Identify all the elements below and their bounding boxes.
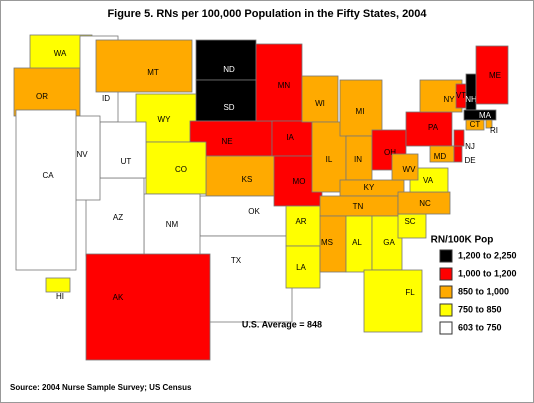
state-shape xyxy=(15,109,77,271)
state-label: UT xyxy=(121,157,132,166)
state-label: IL xyxy=(326,155,333,164)
state-label: PA xyxy=(428,123,439,132)
state-label: NM xyxy=(166,220,179,229)
state-shape xyxy=(345,215,373,273)
state-label: NC xyxy=(419,199,431,208)
state-label: AK xyxy=(113,293,124,302)
state-label: ME xyxy=(489,71,501,80)
title: Figure 5. RNs per 100,000 Population in … xyxy=(107,8,427,20)
legend-swatch xyxy=(439,267,453,281)
state-label: NV xyxy=(76,150,88,159)
state-shape xyxy=(339,79,383,137)
state-label: MI xyxy=(356,107,365,116)
state-shape xyxy=(453,129,465,147)
state-label: RI xyxy=(490,126,498,135)
state-shape xyxy=(475,45,509,105)
state-label: NE xyxy=(221,137,232,146)
state-label: CO xyxy=(175,165,187,174)
state-label: HI xyxy=(56,292,64,301)
state-label: NH xyxy=(465,95,477,104)
state-label: DE xyxy=(464,156,475,165)
state-shape xyxy=(95,39,193,93)
state-label: TN xyxy=(353,202,364,211)
state-label: CT xyxy=(470,120,481,129)
state-shape xyxy=(195,79,257,122)
state-label: TX xyxy=(231,256,242,265)
state-label: WY xyxy=(158,115,172,124)
state-shape xyxy=(285,245,321,289)
legend-label: 603 to 750 xyxy=(458,322,502,332)
state-label: LA xyxy=(296,263,306,272)
legend-label: 750 to 850 xyxy=(458,304,502,314)
state-label: MT xyxy=(147,68,159,77)
legend-swatch xyxy=(439,303,453,317)
state-label: OR xyxy=(36,92,48,101)
state-shape xyxy=(255,43,303,122)
state-label: VT xyxy=(456,91,466,100)
state-label: NJ xyxy=(465,142,475,151)
legend-label: 1,200 to 2,250 xyxy=(458,250,517,260)
state-label: SC xyxy=(404,217,415,226)
state-label: OK xyxy=(248,207,260,216)
average-note: U.S. Average = 848 xyxy=(242,319,322,329)
states: WA OR ID MT WY ND SD NE KS OK TX CO NM AZ UT NV CA MN IA MO… xyxy=(13,34,509,361)
legend-swatch xyxy=(439,285,453,299)
state-label: WI xyxy=(315,99,325,108)
state-shape xyxy=(453,145,463,163)
state-shape xyxy=(99,121,147,179)
state-label: MS xyxy=(321,238,333,247)
state-label: IA xyxy=(286,133,294,142)
state-label: ID xyxy=(102,94,110,103)
state-label: VA xyxy=(423,176,434,185)
legend-swatch xyxy=(439,249,453,263)
state-label: MD xyxy=(434,152,447,161)
state-label: AZ xyxy=(113,213,123,222)
state-shape xyxy=(465,119,485,131)
legend-label: 850 to 1,000 xyxy=(458,286,509,296)
state-label: WA xyxy=(54,49,67,58)
state-shape xyxy=(145,141,207,195)
state-shape xyxy=(143,193,201,263)
state-label: SD xyxy=(223,103,234,112)
state-shape xyxy=(391,153,419,181)
state-label: AR xyxy=(295,217,306,226)
state-shape xyxy=(405,111,453,147)
source-note: Source: 2004 Nurse Sample Survey; US Cen… xyxy=(10,383,192,392)
state-label: KY xyxy=(364,183,375,192)
state-label: GA xyxy=(383,238,395,247)
state-shape xyxy=(465,73,477,111)
state-label: FL xyxy=(405,288,415,297)
state-shape xyxy=(485,119,493,129)
state-label: NY xyxy=(443,95,455,104)
state-shape xyxy=(195,39,257,81)
state-shape xyxy=(363,269,423,333)
state-label: IN xyxy=(354,155,362,164)
state-label: MO xyxy=(293,177,306,186)
legend-title: RN/100K Pop xyxy=(431,235,494,246)
state-label: WV xyxy=(403,165,417,174)
state-shape xyxy=(45,277,71,293)
state-shape xyxy=(371,215,403,271)
state-shape xyxy=(85,253,211,361)
state-shape xyxy=(345,135,373,181)
state-label: MN xyxy=(278,81,291,90)
state-shape xyxy=(397,213,427,239)
state-label: OH xyxy=(384,148,396,157)
state-shape xyxy=(301,75,339,123)
legend-swatch xyxy=(439,321,453,335)
state-label: MA xyxy=(479,111,492,120)
state-shape xyxy=(419,79,463,113)
legend: 1,200 to 2,250 1,000 to 1,200 850 to 1,000… xyxy=(439,249,517,335)
state-shape xyxy=(285,205,323,247)
state-label: ND xyxy=(223,65,235,74)
state-label: KS xyxy=(242,175,253,184)
state-label: AL xyxy=(352,238,362,247)
state-label: CA xyxy=(42,171,54,180)
legend-label: 1,000 to 1,200 xyxy=(458,268,517,278)
